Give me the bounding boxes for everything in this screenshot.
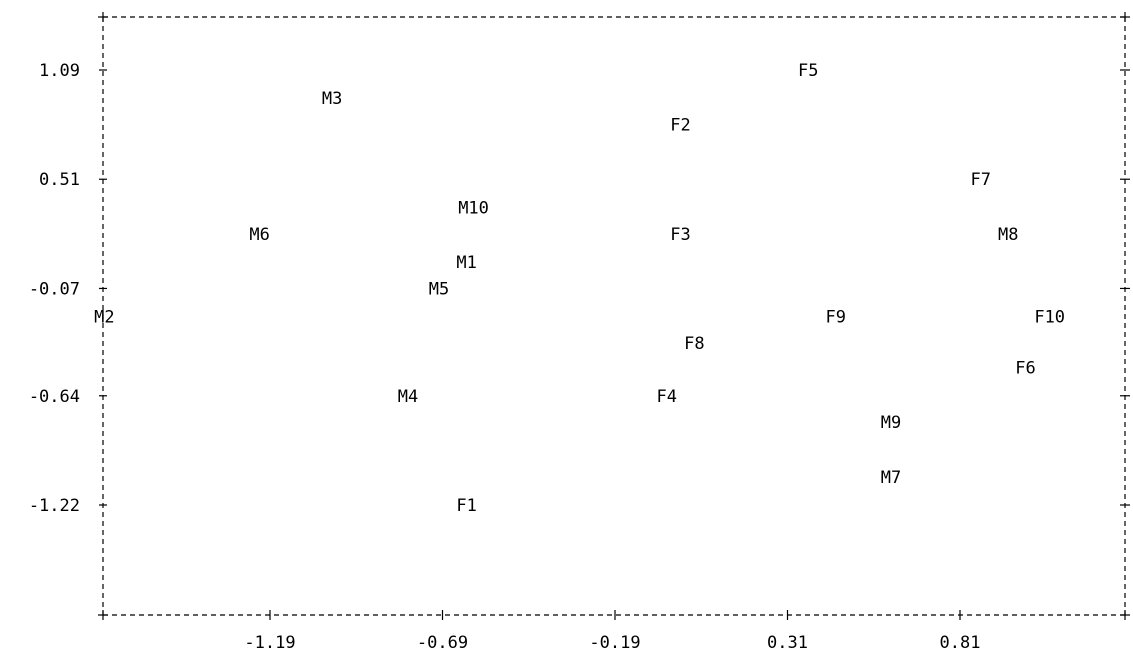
y-tick-label: -1.22 — [29, 496, 80, 516]
point-label-f5: F5 — [798, 61, 818, 81]
point-label-m6: M6 — [249, 225, 269, 245]
point-label-m4: M4 — [398, 387, 418, 407]
point-label-f8: F8 — [684, 334, 704, 354]
point-label-m10: M10 — [458, 198, 489, 218]
point-label-f6: F6 — [1015, 359, 1035, 379]
y-tick-label: -0.64 — [29, 387, 80, 407]
y-tick-label: -0.07 — [29, 279, 80, 299]
point-label-m1: M1 — [456, 253, 476, 273]
point-label-m2: M2 — [94, 308, 114, 328]
plot-frame — [98, 12, 1130, 620]
point-label-f9: F9 — [826, 308, 846, 328]
x-axis: -1.19 -0.69 -0.19 0.31 0.81 — [244, 610, 980, 653]
point-label-f3: F3 — [670, 225, 690, 245]
point-label-f10: F10 — [1034, 308, 1065, 328]
y-tick-label: 1.09 — [39, 61, 80, 81]
point-label-m8: M8 — [998, 225, 1018, 245]
point-label-m9: M9 — [881, 413, 901, 433]
x-tick-label: -0.69 — [417, 633, 468, 653]
x-tick-label: 0.31 — [767, 633, 808, 653]
point-label-f2: F2 — [670, 116, 690, 136]
point-label-m7: M7 — [881, 468, 901, 488]
point-label-f1: F1 — [456, 496, 476, 516]
point-label-f4: F4 — [657, 387, 677, 407]
x-tick-label: 0.81 — [940, 633, 981, 653]
x-tick-label: -0.19 — [589, 633, 640, 653]
point-label-f7: F7 — [970, 170, 990, 190]
data-points: M2 M3 M6 M10 M1 M5 M4 F1 F2 F3 F8 F4 F5 F9 M9 M7 F7 M8 F6 F… — [94, 61, 1065, 516]
y-tick-label: 0.51 — [39, 170, 80, 190]
x-tick-label: -1.19 — [244, 633, 295, 653]
point-label-m3: M3 — [322, 89, 342, 109]
point-label-m5: M5 — [429, 279, 449, 299]
y-axis: 1.09 0.51 -0.07 -0.64 -1.22 — [29, 61, 1130, 516]
